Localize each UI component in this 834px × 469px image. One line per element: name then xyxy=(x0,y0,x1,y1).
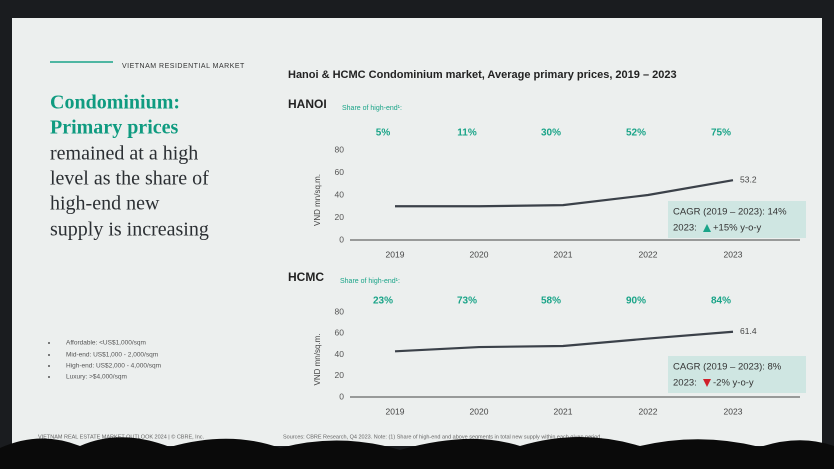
price-line xyxy=(394,330,734,353)
yoy-arrow xyxy=(703,224,711,232)
x-tick-label: 2021 xyxy=(554,406,573,416)
y-tick-label: 40 xyxy=(335,349,345,359)
heading: remained at a high xyxy=(50,143,198,165)
x-tick-label: 2023 xyxy=(724,406,743,416)
audience xyxy=(0,437,834,469)
y-tick-label: 80 xyxy=(335,144,345,154)
y-tick-label: 80 xyxy=(335,306,345,316)
heading: Condominium: xyxy=(50,92,180,114)
share-label: 84% xyxy=(711,296,731,307)
sources: Sources: CBRE Research, Q4 2023. Note: (… xyxy=(283,434,602,440)
charts-title: Hanoi & HCMC Condominium market, Average… xyxy=(288,69,677,81)
y-tick-label: 40 xyxy=(335,189,345,199)
x-tick-label: 2019 xyxy=(386,249,405,259)
y-axis-label: VND mn/sq.m. xyxy=(313,333,322,385)
section: VIETNAM RESIDENTIAL MARKET xyxy=(122,63,245,70)
x-tick-label: 2023 xyxy=(724,249,743,259)
price-line xyxy=(395,179,734,208)
share-label: 11% xyxy=(457,128,477,139)
heading: supply is increasing xyxy=(50,219,209,241)
cagr: CAGR (2019 – 2023): 8% xyxy=(673,362,782,373)
chart-title: HCMC xyxy=(288,270,324,284)
share-label: 75% xyxy=(711,128,731,139)
yoy-prefix: 2023: xyxy=(673,223,697,234)
bullet xyxy=(48,342,50,344)
charts: HANOI Share of high-end¹: 5% 11% 30% 52% 75% VN… xyxy=(288,97,806,416)
y-axis-label: VND mn/sq.m. xyxy=(313,174,322,226)
legend-item: Mid-end: US$1,000 - 2,000/sqm xyxy=(66,352,158,359)
yoy: +15% y-o-y xyxy=(713,223,762,234)
share-label: 23% xyxy=(373,296,393,307)
heading: level as the share of xyxy=(50,168,209,190)
share-title: Share of high-end¹: xyxy=(340,278,400,285)
share-label: 5% xyxy=(376,128,391,139)
y-tick-label: 20 xyxy=(335,212,345,222)
y-tick-label: 0 xyxy=(339,234,344,244)
bullet xyxy=(48,376,50,378)
y-tick-label: 60 xyxy=(335,328,345,338)
footer: VIETNAM REAL ESTATE MARKET OUTLOOK 2024 … xyxy=(38,433,205,440)
legend-item: High-end: US$2,000 - 4,000/sqm xyxy=(66,363,161,370)
heading: high-end new xyxy=(50,193,160,215)
yoy-prefix: 2023: xyxy=(673,378,697,389)
share-label: 90% xyxy=(626,296,646,307)
legend-item: Luxury: >$4,000/sqm xyxy=(66,374,127,381)
y-tick-label: 0 xyxy=(339,391,344,401)
y-tick-label: 20 xyxy=(335,370,345,380)
x-tick-label: 2020 xyxy=(470,249,489,259)
share-label: 30% xyxy=(541,128,561,139)
x-tick-label: 2020 xyxy=(470,406,489,416)
x-tick-label: 2022 xyxy=(639,406,658,416)
value-label: 61.4 xyxy=(740,326,757,336)
chart-title: HANOI xyxy=(288,97,327,111)
bullet xyxy=(48,365,50,367)
x-tick-label: 2022 xyxy=(639,249,658,259)
cagr-box xyxy=(668,201,806,238)
share-title: Share of high-end¹: xyxy=(342,105,402,112)
share-label: 52% xyxy=(626,128,646,139)
yoy-arrow xyxy=(703,379,711,387)
share-label: 73% xyxy=(457,296,477,307)
x-tick-label: 2019 xyxy=(386,406,405,416)
heading: Primary prices xyxy=(50,117,178,139)
yoy: -2% y-o-y xyxy=(713,378,754,389)
share-label: 58% xyxy=(541,296,561,307)
cagr-box xyxy=(668,356,806,393)
bullet xyxy=(48,354,50,356)
value-label: 53.2 xyxy=(740,174,757,184)
price-legend: Affordable: <US$1,000/sqm Mid-end: US$1,… xyxy=(48,340,161,381)
x-tick-label: 2021 xyxy=(554,249,573,259)
y-tick-label: 60 xyxy=(335,167,345,177)
legend-item: Affordable: <US$1,000/sqm xyxy=(66,340,146,347)
cagr: CAGR (2019 – 2023): 14% xyxy=(673,207,787,218)
